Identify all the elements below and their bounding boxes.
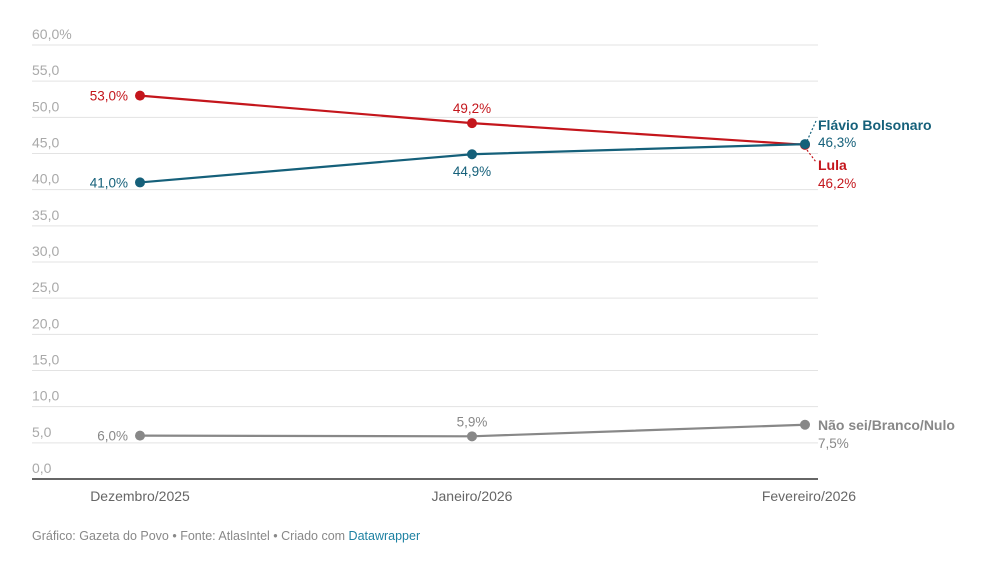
- data-point: [800, 419, 810, 430]
- series-name-label: Flávio Bolsonaro: [818, 117, 932, 133]
- y-axis-ticks: 0,0 5,0 10,0 15,0 20,0 25,0 30,0 35,0 40,0 45,0 50…: [32, 26, 72, 476]
- series-name-label: Não sei/Branco/Nulo: [818, 417, 955, 433]
- y-tick-label: 25,0: [32, 279, 59, 295]
- gridlines: [32, 44, 818, 480]
- x-tick-label: Fevereiro/2026: [762, 488, 856, 504]
- series-lines: [139, 94, 806, 438]
- data-point: [135, 90, 145, 101]
- data-label: 41,0%: [90, 175, 128, 190]
- data-label: 6,0%: [97, 429, 128, 444]
- y-tick-label: 10,0: [32, 388, 59, 404]
- y-tick-label: 35,0: [32, 207, 59, 223]
- y-tick-label: 55,0: [32, 62, 59, 78]
- data-label: 53,0%: [90, 89, 128, 104]
- data-label: 5,9%: [457, 414, 488, 429]
- data-point: [467, 118, 477, 129]
- x-tick-label: Janeiro/2026: [432, 488, 513, 504]
- data-point: [135, 177, 145, 188]
- line-chart: 0,0 5,0 10,0 15,0 20,0 25,0 30,0 35,0 40,0 45,0 50…: [32, 26, 955, 504]
- footer-credit: Gráfico: Gazeta do Povo • Fonte: AtlasIn…: [32, 529, 349, 543]
- data-label: 44,9%: [453, 164, 491, 179]
- data-label: 49,2%: [453, 101, 491, 116]
- y-tick-label: 5,0: [32, 424, 52, 440]
- chart-footer: Gráfico: Gazeta do Povo • Fonte: AtlasIn…: [32, 529, 420, 543]
- y-tick-label: 0,0: [32, 460, 52, 476]
- series-points: [135, 90, 810, 442]
- y-tick-label: 45,0: [32, 135, 59, 151]
- data-label: 7,5%: [818, 436, 849, 451]
- y-tick-label: 50,0: [32, 98, 59, 114]
- y-tick-label: 30,0: [32, 243, 59, 259]
- y-tick-label: 15,0: [32, 352, 59, 368]
- data-point: [467, 431, 477, 442]
- data-label: 46,2%: [818, 176, 856, 191]
- datawrapper-link[interactable]: Datawrapper: [348, 529, 421, 543]
- data-point: [135, 430, 145, 441]
- y-tick-label: 20,0: [32, 315, 59, 331]
- y-tick-label: 60,0%: [32, 26, 72, 42]
- connector-line: [806, 120, 817, 142]
- x-axis-ticks: Dezembro/2025 Janeiro/2026 Fevereiro/2026: [90, 488, 856, 504]
- data-point: [800, 139, 810, 150]
- connector-line: [806, 149, 817, 163]
- y-tick-label: 40,0: [32, 171, 59, 187]
- series-name-label: Lula: [818, 157, 847, 173]
- data-labels: 53,0% 41,0% 6,0% 49,2% 44,9% 5,9% Flávio Bolso…: [90, 89, 955, 451]
- data-point: [467, 149, 477, 160]
- x-tick-label: Dezembro/2025: [90, 488, 190, 504]
- data-label: 46,3%: [818, 135, 856, 150]
